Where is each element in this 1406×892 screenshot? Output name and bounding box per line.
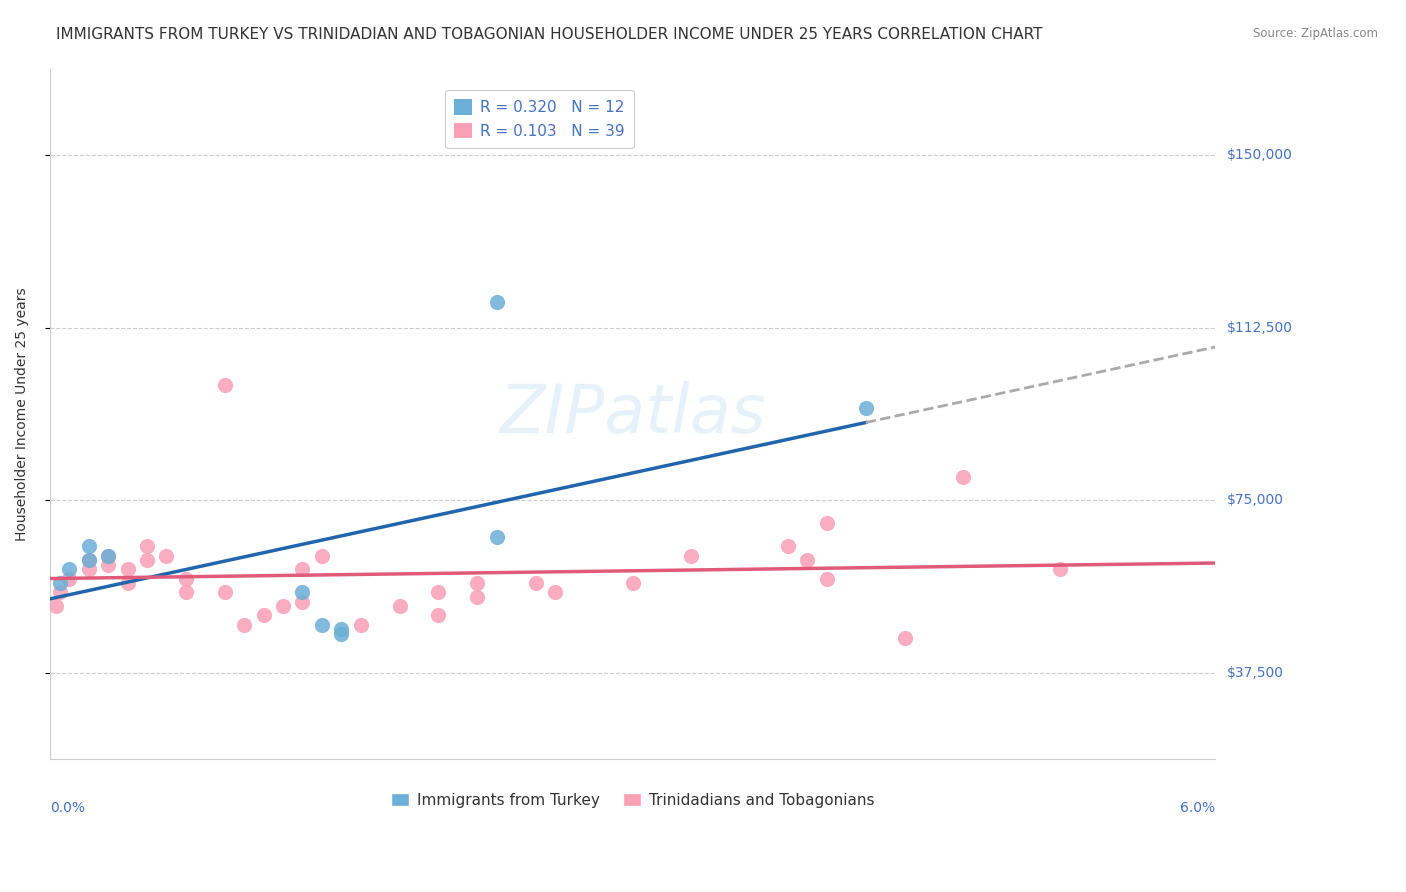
Text: IMMIGRANTS FROM TURKEY VS TRINIDADIAN AND TOBAGONIAN HOUSEHOLDER INCOME UNDER 25: IMMIGRANTS FROM TURKEY VS TRINIDADIAN AN… [56,27,1043,42]
Point [291,585,314,599]
Point [621,576,644,591]
Point [136,553,159,567]
Point [465,590,488,604]
Point [155,549,177,563]
Point [77,553,100,567]
Point [465,576,488,591]
Point [778,539,800,553]
Point [58,572,80,586]
Point [388,599,411,614]
Point [117,576,139,591]
Text: $150,000: $150,000 [1226,148,1292,161]
Point [48,585,70,599]
Point [174,585,197,599]
Point [117,562,139,576]
Point [252,608,274,623]
Point [815,516,838,531]
Point [45,599,67,614]
Text: Source: ZipAtlas.com: Source: ZipAtlas.com [1253,27,1378,40]
Point [77,562,100,576]
Legend: R = 0.320   N = 12, R = 0.103   N = 39: R = 0.320 N = 12, R = 0.103 N = 39 [444,90,634,148]
Point [77,553,100,567]
Text: ZIPatlas: ZIPatlas [499,381,766,447]
Point [893,632,915,646]
Point [350,617,373,632]
Point [48,576,70,591]
Point [1049,562,1071,576]
Point [524,576,547,591]
Point [330,622,353,636]
Point [815,572,838,586]
Text: 0.0%: 0.0% [49,801,84,814]
Point [174,572,197,586]
Point [330,627,353,641]
Y-axis label: Householder Income Under 25 years: Householder Income Under 25 years [15,287,30,541]
Point [97,558,120,572]
Point [485,530,508,544]
Point [233,617,256,632]
Point [311,617,333,632]
Point [679,549,702,563]
Point [291,562,314,576]
Point [136,539,159,553]
Point [97,549,120,563]
Text: 6.0%: 6.0% [1181,801,1215,814]
Point [97,549,120,563]
Text: $112,500: $112,500 [1226,320,1292,334]
Point [58,562,80,576]
Text: $75,000: $75,000 [1226,493,1284,508]
Text: $37,500: $37,500 [1226,666,1284,680]
Point [427,608,450,623]
Point [952,470,974,484]
Point [311,549,333,563]
Point [214,585,236,599]
Point [855,401,877,416]
Point [77,539,100,553]
Point [291,594,314,608]
Point [544,585,567,599]
Point [271,599,294,614]
Point [214,378,236,392]
Point [485,295,508,310]
Point [427,585,450,599]
Point [796,553,818,567]
